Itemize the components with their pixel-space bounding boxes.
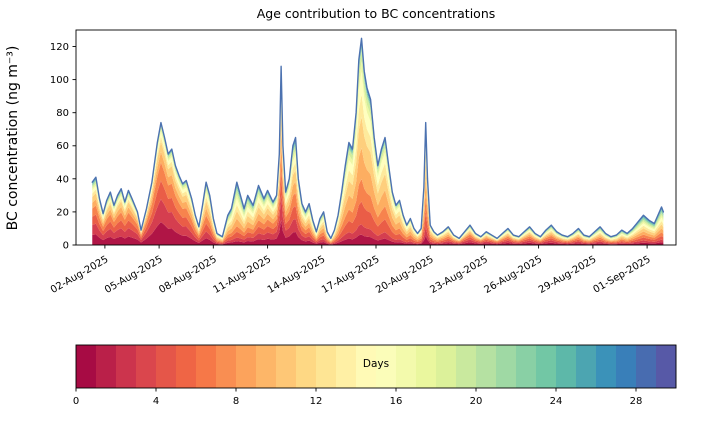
colorbar-cell (516, 345, 537, 388)
colorbar-cell (536, 345, 557, 388)
x-tick-label: 17-Aug-2025 (320, 254, 382, 296)
colorbar-tick-label: 24 (550, 396, 563, 407)
colorbar-cell (156, 345, 177, 388)
y-axis-label: BC concentration (ng m⁻³) (5, 46, 21, 231)
x-tick-label: 02-Aug-2025 (49, 254, 111, 296)
colorbar-tick-label: 28 (630, 396, 643, 407)
y-axis-ticks (72, 46, 76, 246)
colorbar-tick-label: 8 (233, 396, 239, 407)
x-tick-label: 26-Aug-2025 (483, 254, 545, 296)
colorbar-cell (276, 345, 297, 388)
y-tick-label: 40 (56, 174, 69, 185)
colorbar-cell (416, 345, 437, 388)
total-concentration-line (91, 37, 665, 240)
colorbar-label: Days (363, 358, 389, 370)
y-tick-label: 0 (63, 241, 69, 252)
x-tick-label: 20-Aug-2025 (374, 254, 436, 296)
colorbar-ticks (75, 388, 637, 392)
colorbar-cell (436, 345, 457, 388)
colorbar-cell (556, 345, 577, 388)
colorbar (76, 345, 677, 388)
y-tick-label: 100 (50, 75, 69, 86)
y-tick-label: 80 (56, 108, 69, 119)
x-tick-label: 14-Aug-2025 (266, 254, 328, 296)
x-tick-label: 08-Aug-2025 (157, 254, 219, 296)
x-tick-label: 01-Sep-2025 (591, 254, 652, 296)
y-tick-label: 120 (50, 42, 69, 53)
x-tick-label: 23-Aug-2025 (428, 254, 490, 296)
area-layer-age-1 (92, 148, 664, 244)
colorbar-cell (456, 345, 477, 388)
y-tick-label: 60 (56, 141, 69, 152)
colorbar-cell (336, 345, 357, 388)
colorbar-cell (636, 345, 657, 388)
y-tick-label: 20 (56, 207, 69, 218)
colorbar-cell (176, 345, 197, 388)
total-line (91, 37, 665, 240)
colorbar-cell (656, 345, 677, 388)
colorbar-tick-label: 4 (153, 396, 159, 407)
colorbar-tick-label: 0 (73, 396, 79, 407)
colorbar-cell (76, 345, 97, 388)
colorbar-tick-labels: 0 4 8 12 16 20 24 28 (73, 396, 643, 407)
colorbar-cell (136, 345, 157, 388)
colorbar-cell (356, 345, 377, 388)
colorbar-cell (296, 345, 317, 388)
colorbar-cell (236, 345, 257, 388)
y-axis-labels: 0 20 40 60 80 100 120 (50, 42, 69, 252)
colorbar-cell (96, 345, 117, 388)
colorbar-cell (496, 345, 517, 388)
colorbar-cell (616, 345, 637, 388)
colorbar-cell (216, 345, 237, 388)
x-axis-ticks (104, 245, 648, 249)
colorbar-cell (116, 345, 137, 388)
colorbar-cell (596, 345, 617, 388)
colorbar-tick-label: 12 (310, 396, 323, 407)
colorbar-tick-label: 16 (390, 396, 403, 407)
area-layer-age-0 (92, 219, 664, 245)
colorbar-cell (476, 345, 497, 388)
colorbar-tick-label: 20 (470, 396, 483, 407)
colorbar-cell (376, 345, 397, 388)
x-axis-labels: 02-Aug-2025 05-Aug-2025 08-Aug-2025 11-A… (49, 254, 653, 296)
x-tick-label: 29-Aug-2025 (537, 254, 599, 296)
colorbar-frame (75, 344, 677, 389)
x-tick-label: 11-Aug-2025 (212, 254, 274, 296)
colorbar-cell (316, 345, 337, 388)
colorbar-cell (576, 345, 597, 388)
colorbar-cell (196, 345, 217, 388)
chart-title: Age contribution to BC concentrations (257, 6, 496, 21)
stacked-area-layers (92, 38, 664, 245)
area-layer-age-1 (92, 171, 664, 244)
colorbar-cell (256, 345, 277, 388)
x-tick-label: 05-Aug-2025 (103, 254, 165, 296)
colorbar-cell (396, 345, 417, 388)
